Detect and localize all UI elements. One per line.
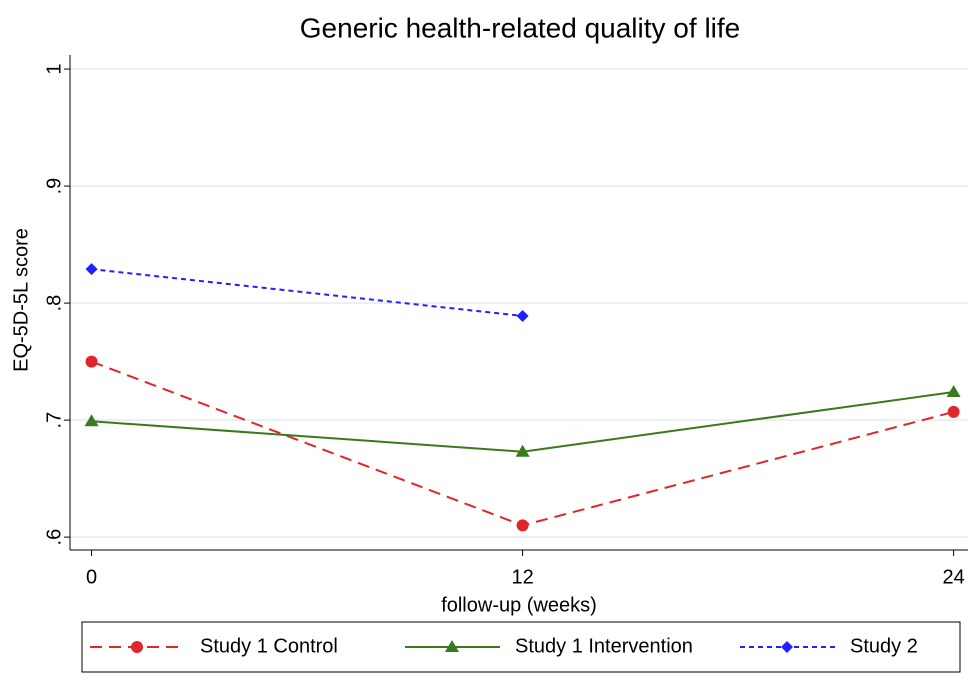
- legend-label: Study 1 Intervention: [515, 635, 693, 657]
- marker: [946, 385, 961, 398]
- legend-box: [81, 621, 961, 673]
- marker: [85, 263, 98, 276]
- x-axis-title: follow-up (weeks): [441, 594, 597, 616]
- marker: [515, 444, 530, 457]
- chart-title: Generic health-related quality of life: [300, 12, 740, 43]
- marker: [947, 405, 960, 418]
- y-tick-label: .7: [43, 412, 65, 429]
- y-tick-label: .8: [43, 295, 65, 312]
- y-axis-title: EQ-5D-5L score: [10, 228, 32, 372]
- y-tick-label: .6: [43, 529, 65, 546]
- marker: [84, 414, 99, 427]
- series-line: [91, 391, 954, 453]
- x-tick-label: 24: [943, 566, 965, 588]
- series-line: [91, 268, 523, 317]
- series-line: [91, 360, 954, 527]
- legend-label: Study 1 Control: [200, 635, 338, 657]
- marker: [516, 309, 529, 322]
- legend-label: Study 2: [850, 635, 918, 657]
- y-tick-label: 1: [43, 63, 65, 74]
- legend-marker: [131, 641, 143, 653]
- legend-marker: [445, 640, 459, 652]
- marker: [85, 355, 98, 368]
- legend-marker: [781, 641, 793, 653]
- x-tick-label: 12: [511, 566, 533, 588]
- x-tick-label: 0: [86, 566, 97, 588]
- marker: [516, 519, 529, 532]
- y-tick-label: .9: [43, 178, 65, 195]
